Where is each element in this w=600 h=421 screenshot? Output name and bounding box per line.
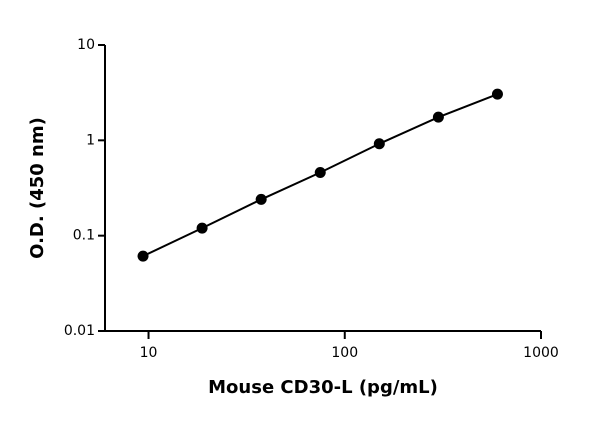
x-tick-label: 1000 bbox=[523, 345, 559, 361]
y-tick-label: 1 bbox=[86, 132, 95, 148]
x-tick-label: 10 bbox=[140, 345, 158, 361]
y-axis-title: O.D. (450 nm) bbox=[27, 117, 48, 259]
data-point bbox=[314, 166, 326, 178]
data-point bbox=[373, 138, 385, 150]
data-point bbox=[196, 222, 208, 234]
data-point bbox=[255, 193, 267, 205]
data-point bbox=[137, 250, 149, 262]
x-tick-label: 100 bbox=[331, 345, 358, 361]
data-point bbox=[491, 88, 503, 100]
y-tick-label: 0.01 bbox=[64, 323, 95, 339]
data-point bbox=[432, 111, 444, 123]
y-tick-label: 0.1 bbox=[73, 228, 95, 244]
x-axis-title: Mouse CD30-L (pg/mL) bbox=[208, 377, 438, 398]
y-tick-label: 10 bbox=[77, 37, 95, 53]
